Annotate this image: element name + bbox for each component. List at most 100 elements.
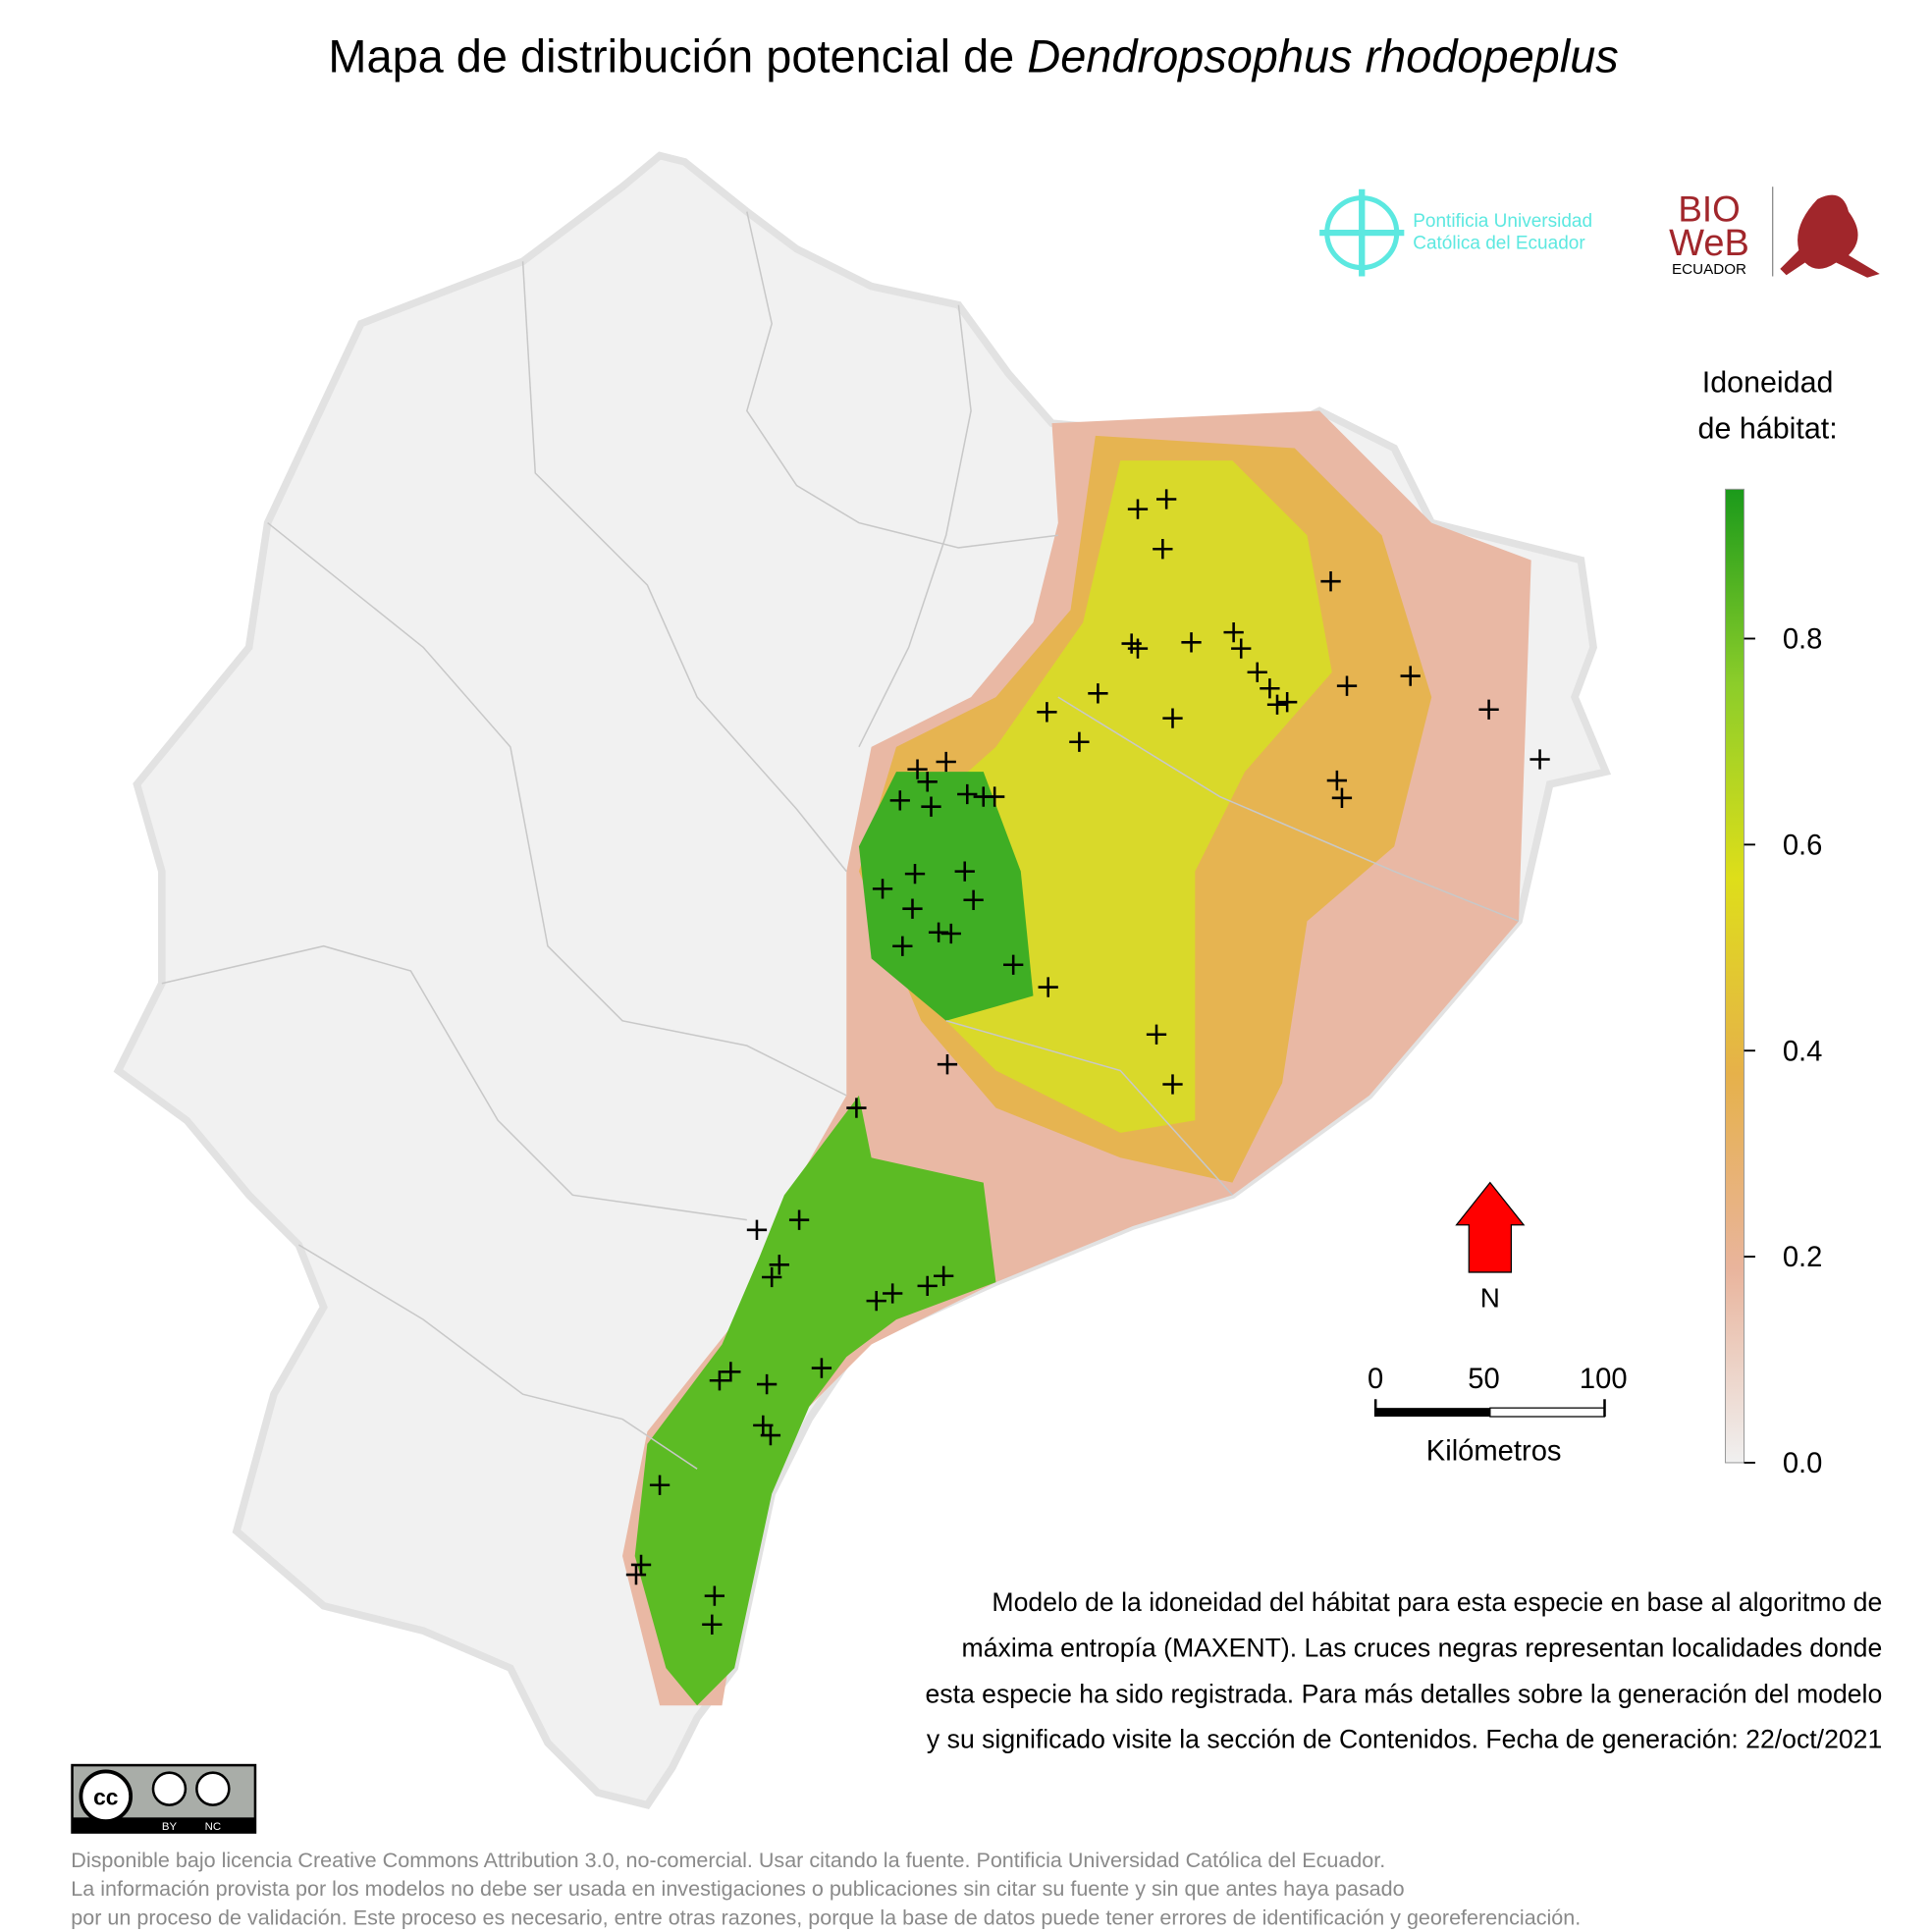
occurrence-cross: [866, 1290, 886, 1312]
occurrence-cross: [630, 1554, 652, 1576]
occurrence-cross: [904, 864, 926, 885]
occurrence-cross: [917, 1275, 938, 1297]
puce-logo: Pontificia Universidad Católica del Ecua…: [1319, 188, 1592, 277]
occurrence-cross: [907, 759, 928, 779]
province-lines: [161, 211, 1520, 1470]
occurrence-cross: [1069, 731, 1090, 752]
occurrence-cross: [872, 879, 893, 899]
title-species: Dendropsophus rhodopeplus: [1027, 31, 1618, 82]
occurrence-cross: [788, 1209, 810, 1230]
scale-label: 0: [1368, 1364, 1383, 1395]
occurrence-cross: [936, 751, 956, 773]
logo-text: ECUADOR: [1672, 261, 1746, 278]
occurrence-cross: [940, 923, 961, 944]
north-label: N: [1480, 1282, 1500, 1313]
occurrence-cross: [883, 1283, 903, 1304]
occurrence-cross: [1400, 666, 1421, 686]
scale-label: 50: [1468, 1364, 1499, 1395]
logo-text: Católica del Ecuador: [1413, 234, 1585, 254]
license-line: Disponible bajo licencia Creative Common…: [71, 1848, 1385, 1872]
occurrence-cross: [709, 1370, 730, 1391]
license-line: La información provista por los modelos …: [71, 1876, 1404, 1901]
scale-bar: 0 50 100 Kilómetros: [1368, 1364, 1627, 1468]
colorbar: [1724, 488, 1745, 1464]
occurrence-cross: [1326, 770, 1348, 791]
occurrence-cross: [954, 861, 975, 882]
occurrence-cross: [1336, 675, 1358, 696]
occurrence-cross: [1153, 539, 1173, 560]
occurrence-cross: [1478, 699, 1499, 720]
occurrence-cross: [769, 1255, 789, 1275]
occurrence-cross: [1331, 787, 1353, 808]
colorbar-tick-label: 0.2: [1783, 1242, 1823, 1273]
occurrence-cross: [1162, 708, 1183, 728]
title: Mapa de distribución potencial de Dendro…: [328, 31, 1618, 82]
occurrence-cross: [1003, 954, 1024, 975]
occurrence-cross: [934, 1265, 954, 1286]
scale-label: 100: [1580, 1364, 1628, 1395]
occurrence-cross: [762, 1266, 782, 1288]
occurrence-cross: [625, 1564, 647, 1585]
occurrence-cross: [1530, 749, 1550, 770]
svg-text:cc: cc: [93, 1785, 119, 1810]
occurrence-cross: [702, 1614, 723, 1635]
occurrence-cross: [889, 790, 910, 811]
occurrence-cross: [1266, 694, 1288, 715]
occurrence-cross: [760, 1424, 781, 1446]
badge-label: BY: [162, 1821, 178, 1833]
occurrence-cross: [1223, 622, 1244, 643]
suitability-south: [634, 1095, 996, 1706]
logo-text: WeB: [1669, 223, 1749, 264]
occurrence-cross: [1088, 683, 1108, 704]
north-arrow: N: [1455, 1181, 1526, 1313]
description-line: Modelo de la idoneidad del hábitat para …: [992, 1587, 1882, 1617]
occurrence-cross: [1277, 692, 1298, 713]
occurrence-cross: [649, 1475, 671, 1495]
logo-text: Pontificia Universidad: [1413, 211, 1592, 232]
occurrence-cross: [721, 1362, 741, 1382]
occurrence-cross: [1231, 638, 1252, 659]
occurrence-points: [625, 489, 1550, 1635]
occurrence-cross: [846, 1098, 867, 1118]
occurrence-cross: [1127, 499, 1149, 519]
colorbar-tick-label: 0.4: [1783, 1036, 1823, 1067]
occurrence-cross: [1146, 1024, 1167, 1045]
occurrence-cross: [746, 1219, 768, 1240]
occurrence-cross: [1260, 678, 1280, 699]
license: Disponible bajo licencia Creative Common…: [71, 1848, 1581, 1929]
occurrence-cross: [902, 898, 923, 919]
occurrence-cross: [1127, 638, 1149, 659]
occurrence-cross: [1037, 702, 1057, 723]
legend-title: Idoneidad: [1702, 365, 1834, 399]
bioweb-logo: BIO WeB ECUADOR: [1669, 187, 1880, 278]
suitability-top: [858, 772, 1034, 1021]
colorbar-tick-label: 0.8: [1783, 624, 1823, 656]
occurrence-cross: [1181, 632, 1202, 653]
license-line: por un proceso de validación. Este proce…: [71, 1905, 1581, 1929]
description-line: esta especie ha sido registrada. Para má…: [925, 1680, 1882, 1709]
occurrence-cross: [1320, 571, 1341, 592]
occurrence-cross: [937, 1054, 958, 1075]
scale-unit: Kilómetros: [1426, 1435, 1562, 1467]
occurrence-cross: [756, 1373, 778, 1395]
colorbar-tick-label: 0.0: [1783, 1448, 1823, 1479]
occurrence-cross: [957, 783, 978, 805]
badge-label: NC: [205, 1821, 221, 1833]
occurrence-cross: [811, 1358, 832, 1378]
occurrence-cross: [1247, 662, 1267, 682]
legend-title: de hábitat:: [1698, 411, 1838, 445]
occurrence-cross: [1156, 489, 1177, 510]
occurrence-cross: [892, 936, 913, 956]
occurrence-cross: [963, 889, 984, 910]
title-text: Mapa de distribución potencial de: [328, 31, 1014, 82]
occurrence-cross: [704, 1585, 724, 1606]
occurrence-cross: [985, 786, 1005, 807]
cc-badge: cc BY NC: [71, 1763, 257, 1834]
description-line: y su significado visite la sección de Co…: [927, 1724, 1882, 1753]
logo-text: BIO: [1678, 189, 1740, 230]
description-line: máxima entropía (MAXENT). Las cruces neg…: [962, 1634, 1883, 1663]
occurrence-cross: [1162, 1074, 1183, 1095]
occurrence-cross: [1038, 977, 1058, 997]
occurrence-cross: [921, 796, 941, 817]
